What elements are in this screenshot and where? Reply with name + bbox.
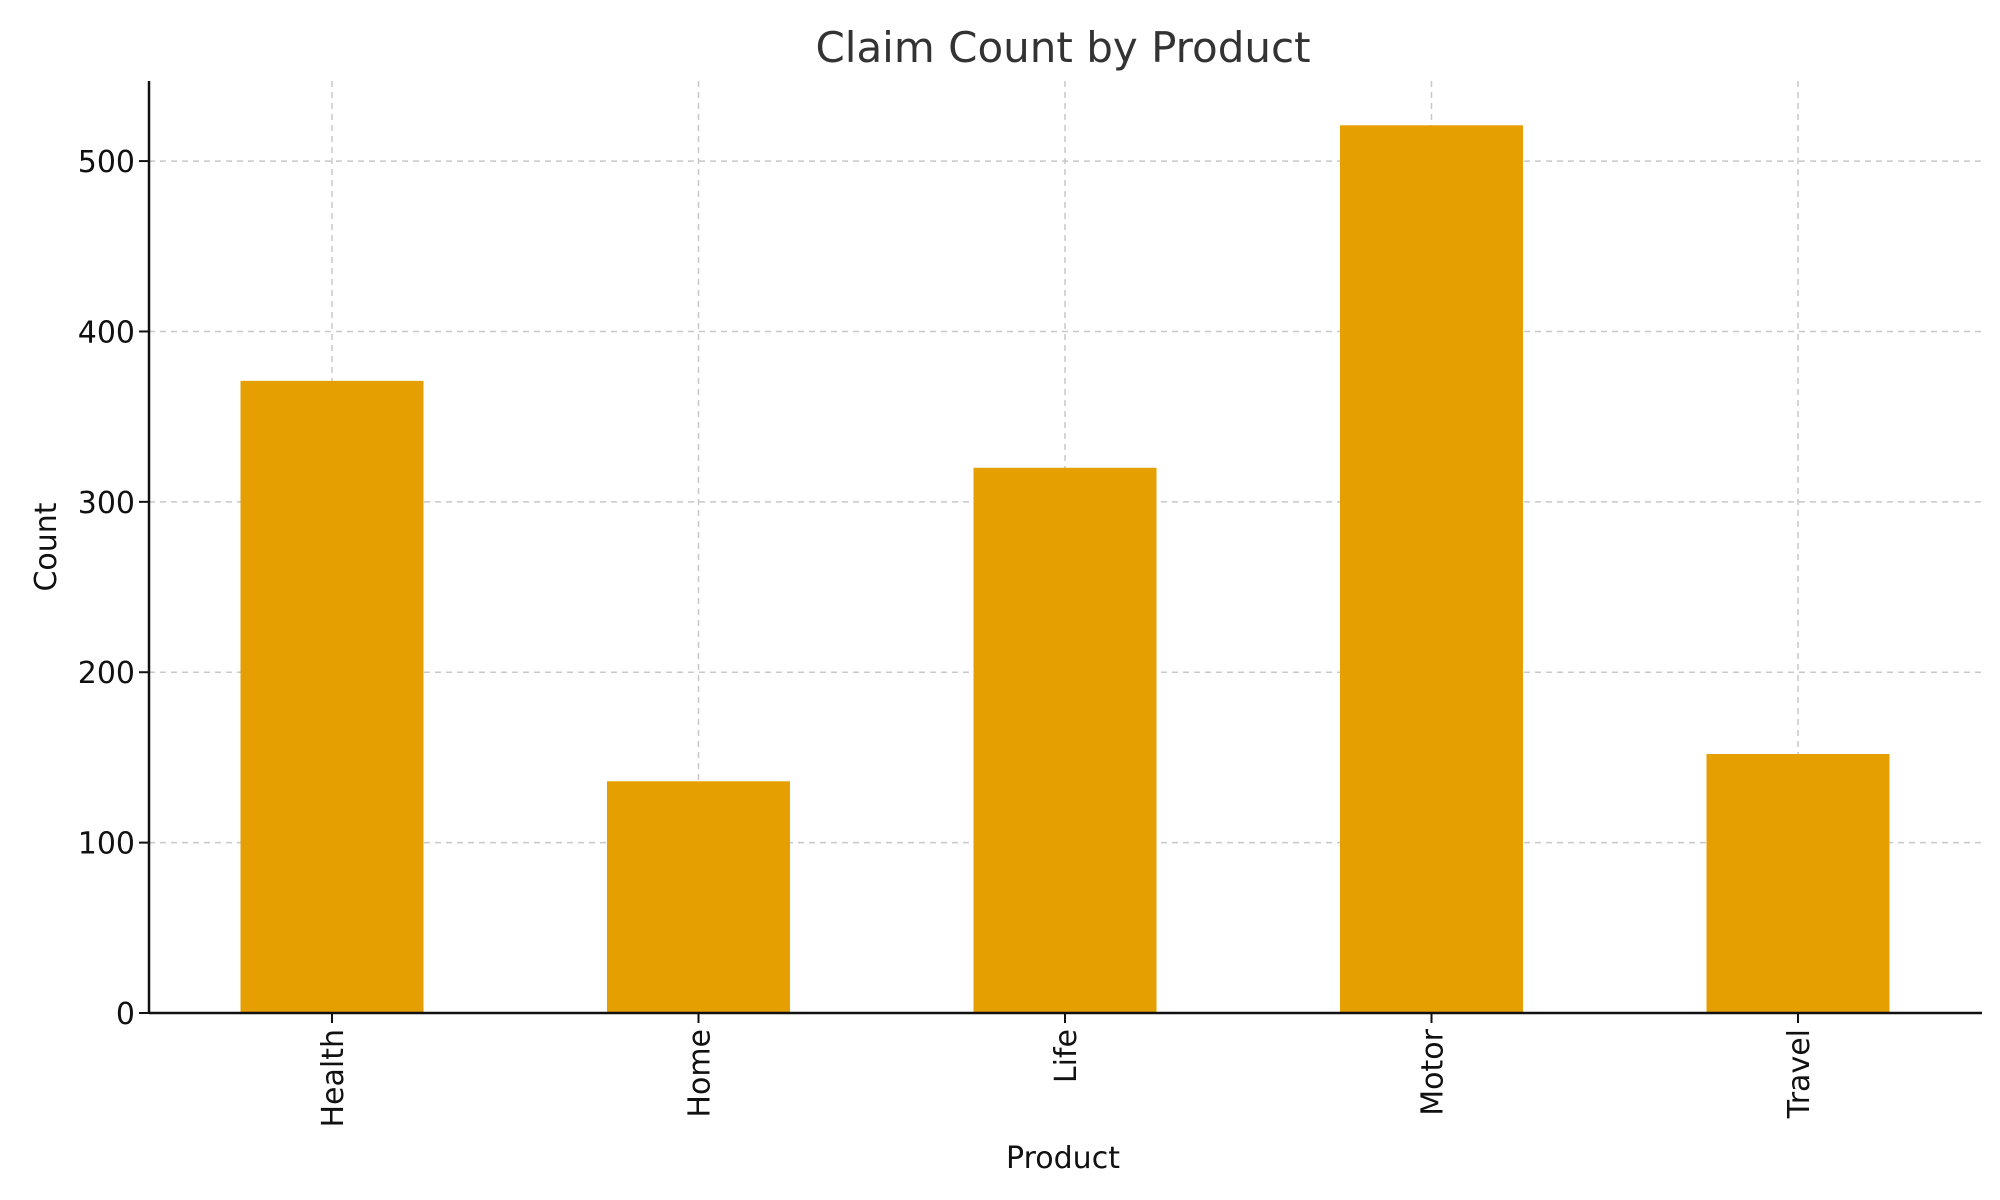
y-tick-label: 0 [116, 997, 135, 1032]
y-tick-label: 300 [78, 486, 135, 521]
bar-life [973, 467, 1157, 1013]
bar-motor [1340, 125, 1523, 1014]
x-tick-label: Motor [1416, 1028, 1451, 1115]
bars [240, 125, 1890, 1014]
y-tick-label: 400 [78, 315, 135, 350]
x-tick-label: Travel [1782, 1029, 1817, 1119]
bar-health [240, 380, 424, 1013]
y-axis-label: Count [29, 502, 64, 591]
y-tick-label: 200 [78, 656, 135, 691]
y-tick-label: 500 [78, 145, 135, 180]
chart-title: Claim Count by Product [815, 23, 1310, 72]
x-axis-label: Product [1006, 1141, 1120, 1176]
x-tick-label: Life [1049, 1029, 1084, 1083]
y-tick-label: 100 [78, 827, 135, 862]
bar-home [607, 781, 790, 1013]
x-ticks: Health Home Life Motor Travel [316, 1013, 1817, 1128]
bar-travel [1706, 754, 1890, 1013]
x-tick-label: Home [683, 1029, 718, 1118]
y-ticks: 0 100 200 300 400 500 [78, 145, 149, 1032]
x-tick-label: Health [316, 1029, 351, 1128]
